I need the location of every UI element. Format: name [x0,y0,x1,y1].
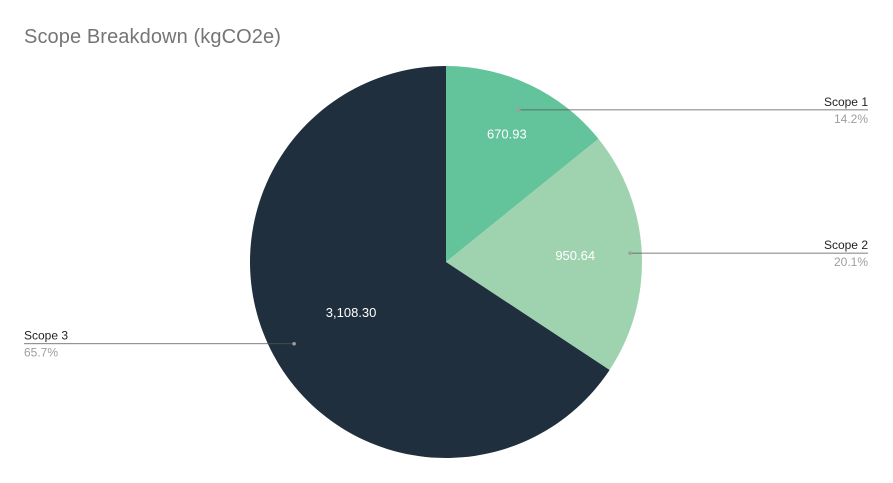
value-label-scope-3: 3,108.30 [326,305,377,320]
legend-label-scope-3: Scope 3 [24,329,68,343]
chart-title: Scope Breakdown (kgCO2e) [24,26,281,48]
leader-dot-scope-2 [628,251,632,255]
legend-label-scope-1: Scope 1 [824,95,868,109]
value-label-scope-1: 670.93 [487,127,527,142]
leader-dot-scope-3 [292,341,296,346]
legend-label-scope-2: Scope 2 [824,238,868,252]
legend-percent-scope-3: 65.7% [24,346,58,360]
pie-slice-scope-1[interactable] [446,66,599,262]
leader-dot-scope-1 [516,108,521,112]
pie-slice-scope-2[interactable] [446,138,643,370]
value-label-scope-2: 950.64 [555,248,595,263]
pie-slice-scope-3[interactable] [249,66,610,459]
legend-percent-scope-2: 20.1% [834,255,868,269]
legend-percent-scope-1: 14.2% [834,112,868,126]
